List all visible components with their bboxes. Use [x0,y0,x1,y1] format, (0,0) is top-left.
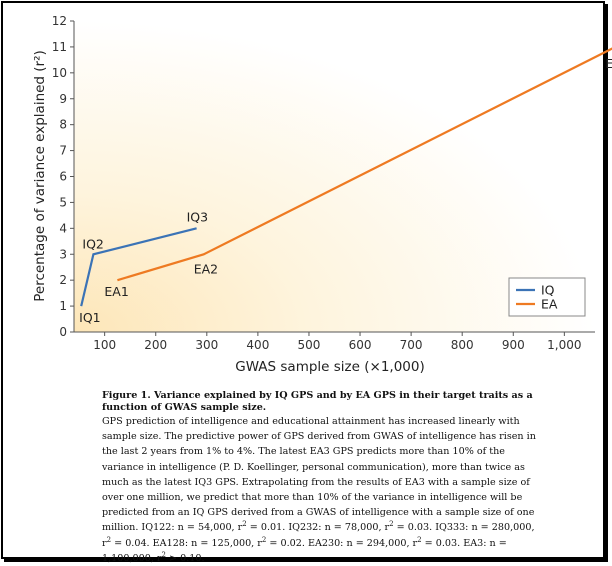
x-tick-label: 600 [349,338,372,352]
y-tick-label: 11 [52,40,67,54]
point-label-ea2: EA2 [194,261,218,276]
x-tick-label: 800 [451,338,474,352]
x-tick-label: 100 [93,338,116,352]
legend-label-iq: IQ [541,283,555,298]
point-label-iq2: IQ2 [82,236,103,251]
y-tick-label: 1 [59,299,67,313]
x-axis-title: GWAS sample size (×1,000) [235,359,425,375]
x-tick-label: 700 [400,338,423,352]
y-tick-label: 9 [59,92,67,106]
y-tick-label: 12 [52,14,67,28]
x-tick-label: 300 [195,338,218,352]
y-tick-label: 4 [59,221,67,235]
y-axis-title: Percentage of variance explained (r²) [32,50,48,302]
point-label-ea3: EA3 [605,56,612,71]
y-tick-label: 5 [59,195,67,209]
y-tick-label: 3 [59,247,67,261]
plot-background [74,21,595,332]
y-tick-label: 6 [59,170,67,184]
variance-explained-chart: 100 200 300 400 500 600 700 800 900 1,00001234567… [32,14,612,375]
x-tick-label: 500 [298,338,321,352]
y-tick-label: 0 [59,325,67,339]
point-label-ea1: EA1 [104,284,128,299]
y-tick-label: 7 [59,144,67,158]
point-label-iq3: IQ3 [187,209,208,224]
series-line-iq [80,227,197,307]
legend-box [508,277,586,317]
legend-label-ea: EA [541,297,558,312]
series-line-ea [117,47,612,282]
caption-title: Figure 1. Variance explained by IQ GPS a… [102,390,533,413]
x-tick-label: 1,000 [547,338,581,352]
y-tick-label: 2 [59,273,67,287]
y-tick-label: 8 [59,118,67,132]
caption-body: GPS prediction of intelligence and educa… [102,416,536,564]
x-tick-label: 200 [144,338,167,352]
y-tick-label: 10 [52,66,67,80]
point-label-iq1: IQ1 [79,310,100,325]
x-tick-label: 400 [246,338,269,352]
figure-caption: Figure 1. Variance explained by IQ GPS a… [102,390,542,566]
x-tick-label: 900 [502,338,525,352]
